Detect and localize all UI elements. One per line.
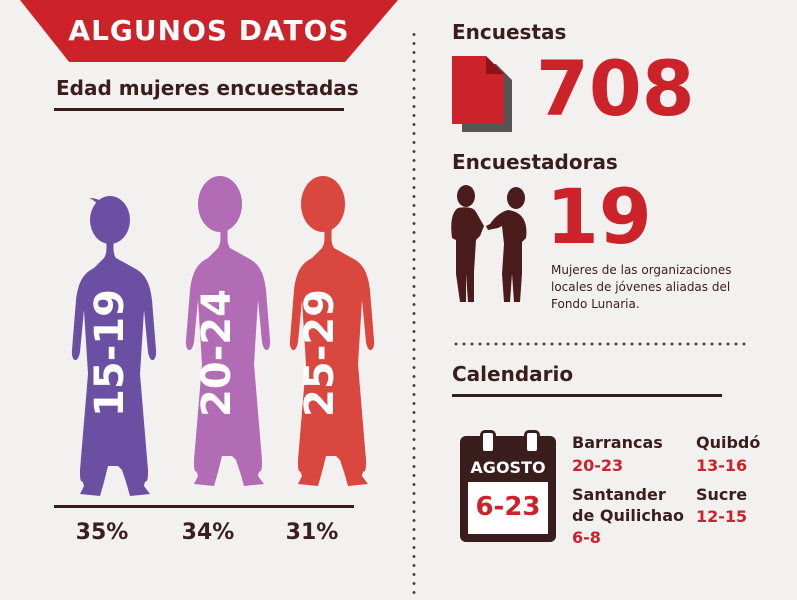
age-percent: 35%	[75, 520, 129, 545]
age-percent: 34%	[181, 520, 235, 545]
calendar-ring	[480, 430, 496, 454]
calendar-ring	[524, 430, 540, 454]
calendar-range: 6-23	[475, 492, 541, 522]
surveys-count: 708	[536, 44, 695, 133]
age-range-label: 15-19	[87, 289, 133, 417]
calendar-city: Santander de Quilichao	[572, 485, 684, 525]
calendar-city: Quibdó	[696, 433, 761, 452]
surveyors-description: Mujeres de las organizaciones locales de…	[551, 263, 732, 311]
surveyors-count: 19	[546, 172, 652, 261]
women-talking-icon	[451, 185, 527, 302]
title-banner	[20, 0, 398, 62]
document-icon	[452, 56, 512, 132]
age-range-label: 25-29	[297, 289, 343, 417]
calendar-underline	[452, 394, 722, 397]
surveys-label: Encuestas	[452, 20, 567, 44]
calendar-dates: 20-23	[572, 456, 624, 475]
silhouette-20-24	[185, 176, 271, 486]
subtitle-underline	[54, 108, 344, 111]
age-silhouettes	[71, 176, 375, 496]
calendar-label: Calendario	[452, 362, 574, 386]
age-range-label: 20-24	[194, 289, 240, 417]
calendar-icon: AGOSTO 6-23	[460, 430, 556, 542]
calendar-month: AGOSTO	[470, 458, 546, 477]
calendar-dates: 13-16	[696, 456, 748, 475]
calendar-page	[468, 482, 548, 534]
calendar-dates: 6-8	[572, 528, 601, 547]
age-percent: 31%	[285, 520, 339, 545]
surveyors-label: Encuestadoras	[452, 150, 618, 174]
silhouette-15-19	[71, 196, 157, 496]
calendar-city: Barrancas	[572, 433, 663, 452]
age-subtitle: Edad mujeres encuestadas	[56, 76, 359, 100]
silhouette-25-29	[289, 176, 375, 486]
silhouettes-baseline	[54, 505, 354, 508]
calendar-city: Sucre	[696, 485, 748, 504]
page-title: ALGUNOS DATOS	[68, 14, 350, 47]
calendar-dates: 12-15	[696, 507, 748, 526]
column-divider	[412, 30, 416, 600]
section-divider	[452, 342, 748, 346]
